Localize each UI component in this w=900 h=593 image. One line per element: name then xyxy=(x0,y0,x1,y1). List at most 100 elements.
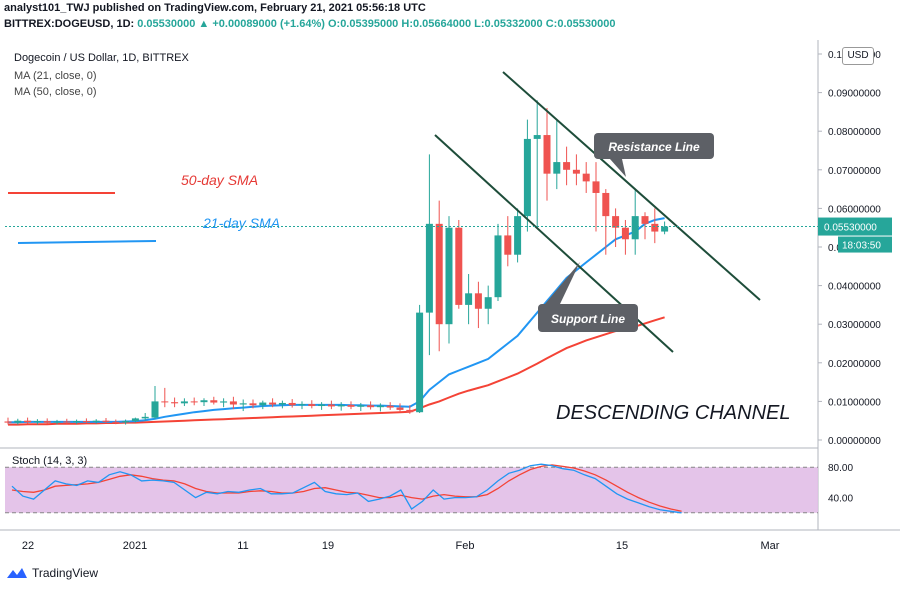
y-tick-label: 0.01000000 xyxy=(828,397,881,408)
candle-body xyxy=(43,421,51,423)
candle-body xyxy=(122,421,130,423)
candle-body xyxy=(621,227,629,240)
candle-body xyxy=(171,402,179,404)
channel-upper-line xyxy=(502,71,761,301)
candle-body xyxy=(24,420,32,423)
candle-body xyxy=(406,409,414,413)
candle-body xyxy=(4,421,12,423)
candle-body xyxy=(396,407,404,410)
candle-body xyxy=(151,401,159,418)
candle-body xyxy=(73,421,81,423)
stoch-tick-label: 80.00 xyxy=(828,463,853,474)
annotations: 50-day SMA 21-day SMA Resistance Line Suppo… xyxy=(8,133,790,424)
x-tick-label: 15 xyxy=(616,540,628,552)
candle-body xyxy=(661,226,669,232)
symbol-title: Dogecoin / US Dollar, 1D, BITTREX xyxy=(14,52,189,64)
candle-body xyxy=(474,293,482,309)
currency-button[interactable]: USD xyxy=(842,47,874,65)
candle-body xyxy=(367,405,375,408)
stoch-pane: Stoch (14, 3, 3) 80.00 40.00 xyxy=(5,455,853,514)
candle-body xyxy=(259,402,267,406)
time-axis[interactable]: 22 2021 11 19 Feb 15 Mar xyxy=(0,529,900,552)
candle-body xyxy=(249,403,257,406)
stoch-band xyxy=(5,467,818,513)
candle-body xyxy=(494,235,502,298)
candle-body xyxy=(180,401,188,404)
last-price-box xyxy=(818,217,892,236)
x-tick-label: 2021 xyxy=(123,540,147,552)
candle-body xyxy=(386,405,394,408)
candle-body xyxy=(53,421,61,423)
x-tick-label: Mar xyxy=(761,540,780,552)
candle-body xyxy=(239,403,247,405)
x-tick-label: 22 xyxy=(22,540,34,552)
tradingview-logo-icon xyxy=(7,568,27,578)
candle-body xyxy=(563,162,571,170)
y-tick-label: 0.02000000 xyxy=(828,359,881,370)
ma50-path xyxy=(8,316,665,426)
candle-body xyxy=(82,421,90,423)
candle-body xyxy=(572,169,580,174)
candle-body xyxy=(269,402,277,405)
candle-body xyxy=(514,216,522,255)
candle-body xyxy=(376,405,384,408)
candle-body xyxy=(582,173,590,182)
x-tick-label: Feb xyxy=(456,540,475,552)
candle-body xyxy=(484,297,492,309)
last-price-label: 0.05530000 xyxy=(824,223,877,234)
resistance-label-box xyxy=(594,133,714,159)
high-value: H:0.05664000 xyxy=(401,18,472,30)
candle-body xyxy=(33,421,41,423)
countdown-box xyxy=(838,236,892,253)
symbol: BITTREX:DOGEUSD, 1D xyxy=(4,18,131,30)
candle-body xyxy=(318,404,326,407)
support-pointer xyxy=(545,262,580,304)
candle-body xyxy=(357,405,365,407)
y-tick-label: 0.07000000 xyxy=(828,166,881,177)
candle-body xyxy=(220,401,228,403)
candle-body xyxy=(533,135,541,139)
candle-body xyxy=(308,404,316,407)
ma21-line xyxy=(8,217,665,424)
brand-name: TradingView xyxy=(32,566,99,580)
support-label-box xyxy=(538,304,638,332)
countdown-label: 18:03:50 xyxy=(842,241,881,252)
candle-body xyxy=(190,401,198,403)
candle-body xyxy=(278,402,286,405)
candle-body xyxy=(347,404,355,407)
candle-body xyxy=(553,162,561,174)
candle-body xyxy=(14,420,22,423)
y-tick-label: 0.09000000 xyxy=(828,89,881,100)
stoch-legend: Stoch (14, 3, 3) xyxy=(12,455,87,467)
footer: TradingView xyxy=(6,566,98,580)
candle-body xyxy=(425,223,433,313)
candle-body xyxy=(200,400,208,403)
candle-body xyxy=(131,418,139,422)
ohlc-bar: BITTREX:DOGEUSD, 1D: 0.05530000 ▲ +0.000… xyxy=(4,18,616,30)
sma21-callout-line xyxy=(17,240,157,244)
stoch-d-line xyxy=(11,464,682,512)
candle-body xyxy=(229,401,237,405)
resistance-label: Resistance Line xyxy=(608,140,700,154)
candle-body xyxy=(631,216,639,240)
candle-body xyxy=(63,421,71,423)
candle-body xyxy=(298,404,306,406)
support-label: Support Line xyxy=(551,312,625,326)
candle-body xyxy=(161,401,169,403)
stoch-tick-label: 40.00 xyxy=(828,494,853,505)
candle-body xyxy=(641,216,649,224)
candle-body xyxy=(210,400,218,403)
ma50-line xyxy=(8,316,665,426)
x-tick-label: 11 xyxy=(237,540,248,552)
price-axis[interactable]: 0.00000000 0.01000000 0.02000000 0.03000000… xyxy=(5,40,892,530)
ma50-legend[interactable]: MA (50, close, 0) xyxy=(14,86,97,98)
y-tick-label: 0.08000000 xyxy=(828,127,881,138)
sma21-label: 21-day SMA xyxy=(202,215,280,231)
candle-body xyxy=(651,223,659,232)
ma21-legend[interactable]: MA (21, close, 0) xyxy=(14,70,97,82)
stoch-k-line xyxy=(11,463,682,514)
candle-body xyxy=(504,235,512,255)
low-value: L:0.05332000 xyxy=(474,18,543,30)
candle-body xyxy=(337,404,345,407)
candles xyxy=(4,100,669,425)
